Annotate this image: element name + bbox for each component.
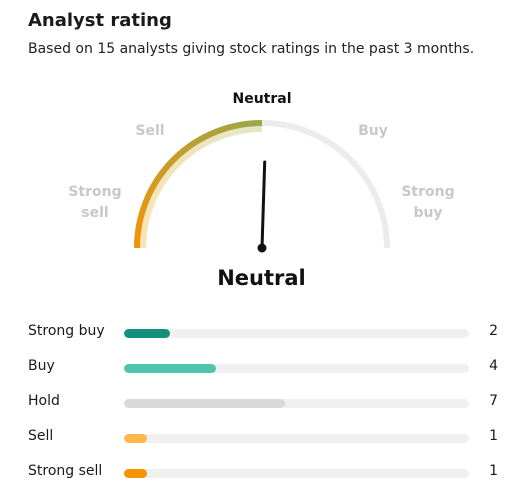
rating-count: 7 — [489, 393, 498, 409]
gauge-inner-highlight — [140, 126, 263, 249]
rating-bar-track — [124, 364, 469, 373]
rating-label: Strong sell — [28, 463, 103, 479]
rating-row-buy: Buy 4 — [28, 353, 498, 388]
gauge-label-sell: Sell — [135, 123, 165, 139]
rating-label: Sell — [28, 428, 54, 444]
rating-label: Hold — [28, 393, 60, 409]
rating-label: Buy — [28, 358, 55, 374]
rating-label: Strong buy — [28, 323, 105, 339]
rating-count: 1 — [489, 428, 498, 444]
rating-bar-fill — [124, 329, 170, 338]
rating-row-sell: Sell 1 — [28, 423, 498, 458]
rating-count: 4 — [489, 358, 498, 374]
rating-bar-fill — [124, 469, 147, 478]
gauge-label-strong-buy: Strong buy — [401, 184, 455, 221]
rating-bar-track — [124, 329, 469, 338]
rating-bar-track — [124, 399, 469, 408]
section-subtitle: Based on 15 analysts giving stock rating… — [28, 41, 475, 57]
ratings-list: Strong buy 2 Buy 4 Hold 7 Sell 1 Strong … — [28, 318, 498, 493]
rating-bar-fill — [124, 364, 216, 373]
rating-count: 2 — [489, 323, 498, 339]
rating-gauge — [134, 120, 390, 253]
gauge-label-buy: Buy — [358, 123, 388, 139]
rating-bar-track — [124, 434, 469, 443]
rating-count: 1 — [489, 463, 498, 479]
rating-bar-fill — [124, 399, 285, 408]
rating-row-strong-buy: Strong buy 2 — [28, 318, 498, 353]
section-title: Analyst rating — [28, 10, 172, 31]
gauge-needle-pivot — [257, 243, 267, 253]
gauge-result: Neutral — [217, 266, 306, 290]
gauge-highlight — [134, 120, 263, 249]
rating-row-hold: Hold 7 — [28, 388, 498, 423]
gauge-label-strong-sell: Strong sell — [68, 184, 122, 221]
gauge-needle — [260, 160, 267, 250]
gauge-label-neutral: Neutral — [232, 91, 292, 107]
rating-row-strong-sell: Strong sell 1 — [28, 458, 498, 493]
rating-bar-fill — [124, 434, 147, 443]
rating-bar-track — [124, 469, 469, 478]
